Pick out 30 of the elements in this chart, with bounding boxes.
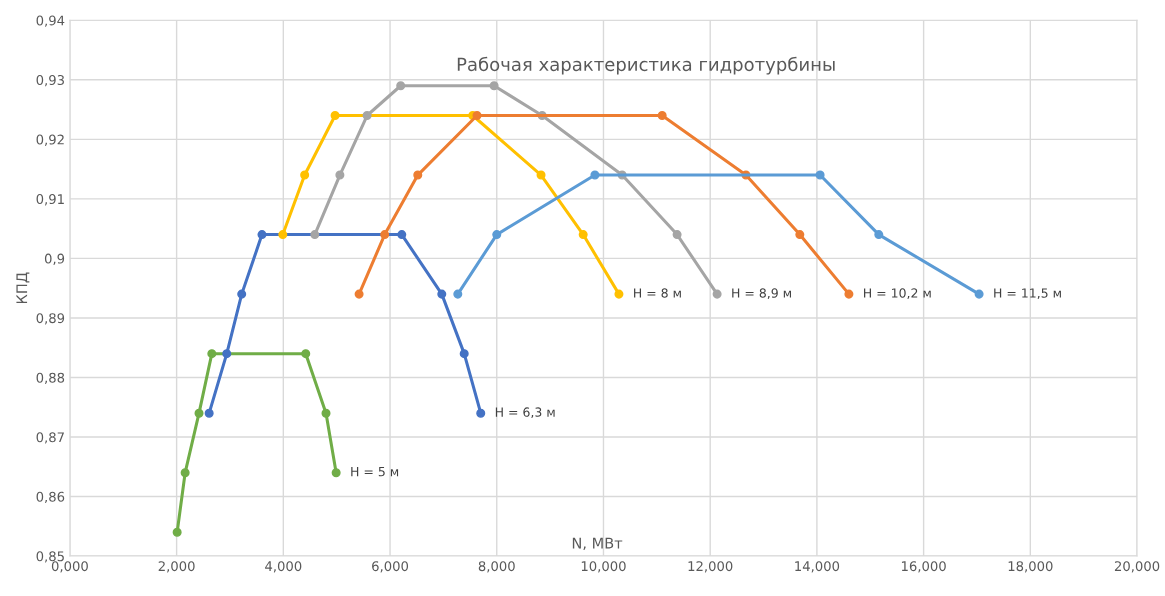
y-tick-label: 0,88: [36, 372, 65, 385]
x-tick-label: 20,000: [1114, 561, 1160, 573]
x-tick-label: 6,000: [372, 561, 409, 573]
x-tick-label: 12,000: [688, 561, 733, 573]
y-tick-label: 0,94: [36, 15, 65, 27]
x-axis-title: N, МВт: [572, 537, 623, 551]
y-tick-label: 0,85: [36, 551, 64, 563]
series-label: H = 8 м: [634, 288, 681, 298]
series-label: H = 6,3 м: [495, 407, 555, 419]
x-tick-label: 14,000: [795, 561, 840, 573]
y-tick-label: 0,89: [36, 313, 65, 325]
series-label: H = 10,2 м: [864, 288, 931, 300]
y-tick-label: 0,86: [36, 491, 65, 504]
x-tick-label: 0,000: [51, 561, 88, 573]
series-label: H = 5 м: [351, 467, 399, 477]
x-tick-label: 2,000: [158, 561, 195, 573]
y-tick-label: 0,92: [36, 134, 64, 146]
series-label: H = 11,5 м: [994, 288, 1061, 300]
y-axis-title: КПД: [16, 272, 30, 304]
x-tick-label: 16,000: [901, 561, 946, 573]
x-tick-label: 4,000: [265, 561, 302, 573]
text: Рабочая характеристика гидротурбины: [457, 56, 835, 75]
y-tick-label: 0,9: [44, 253, 65, 265]
x-tick-label: 8,000: [478, 561, 515, 573]
y-tick-label: 0,91: [36, 194, 64, 206]
x-tick-label: 10,000: [581, 561, 626, 573]
series-label: H = 8,9 м: [732, 288, 791, 300]
x-tick-label: 18,000: [1008, 561, 1053, 573]
y-tick-label: 0,87: [36, 432, 64, 444]
y-tick-label: 0,93: [36, 75, 64, 87]
